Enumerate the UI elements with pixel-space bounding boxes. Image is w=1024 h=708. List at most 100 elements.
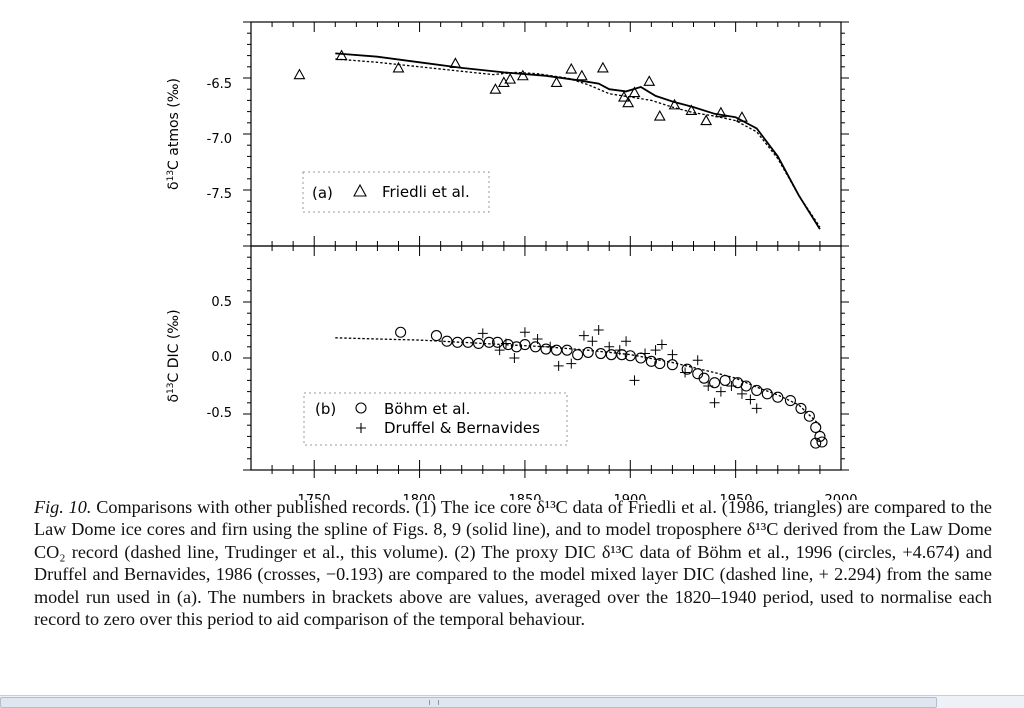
data-point-triangle (516, 69, 529, 81)
legend-bohm-label: Böhm et al. (384, 400, 470, 418)
data-point-circle (395, 326, 407, 338)
data-point-circle (483, 336, 495, 348)
data-point-triangle (293, 68, 306, 80)
panel-a-ticks (243, 21, 849, 247)
data-point-cross (703, 381, 714, 391)
ytick-label: -0.5 (207, 406, 232, 421)
panel-a-ylabel: δ13C atmos (‰) (166, 78, 182, 190)
data-point-triangle (643, 75, 656, 86)
data-point-cross (715, 386, 726, 397)
caption-figure-label: Fig. 10. (34, 497, 92, 517)
data-point-triangle (575, 69, 588, 81)
data-point-circle (709, 377, 721, 389)
data-point-triangle (596, 61, 609, 73)
ytick-label: -7.0 (207, 132, 232, 147)
data-point-circle (761, 388, 773, 400)
data-point-circle (816, 436, 828, 448)
data-point-circle (473, 337, 485, 349)
data-point-cross (709, 397, 720, 408)
data-point-circle (803, 410, 815, 422)
data-point-triangle (622, 96, 635, 108)
ytick-label: 0.5 (211, 295, 232, 310)
panel-b-plot (335, 325, 828, 449)
data-point-cross (629, 375, 640, 386)
data-point-circle (751, 384, 763, 397)
scrollbar-grip-icon (429, 700, 439, 705)
data-point-circle (441, 335, 453, 347)
data-point-circle (698, 372, 710, 384)
data-point-cross (593, 325, 604, 335)
data-point-cross (578, 330, 589, 341)
data-point-circle (654, 358, 666, 370)
data-point-circle (784, 395, 796, 407)
data-point-triangle (700, 114, 713, 126)
panel-b-legend (303, 392, 568, 446)
xtick-label: 1800 (402, 493, 435, 500)
horizontal-scrollbar[interactable] (0, 695, 1024, 708)
data-point-circle (491, 336, 504, 348)
data-point-cross (656, 339, 667, 350)
data-point-circle (430, 330, 442, 342)
data-point-triangle (550, 76, 563, 88)
data-point-cross (494, 345, 505, 356)
data-point-circle (616, 349, 628, 361)
data-point-cross (587, 336, 598, 347)
data-point-circle (624, 350, 636, 362)
data-point-circle (595, 347, 607, 360)
data-point-cross (650, 345, 661, 356)
data-point-cross (640, 348, 651, 359)
data-point-cross (509, 353, 520, 363)
data-point-circle (666, 359, 678, 371)
panel-b-tag: (b) (315, 400, 336, 418)
data-point-circle (772, 391, 784, 403)
data-point-triangle (504, 72, 517, 84)
data-point-cross (621, 336, 632, 347)
xtick-label: 1850 (508, 493, 541, 500)
model-dashed-line (335, 337, 821, 426)
data-point-cross (519, 327, 530, 338)
scrollbar-thumb[interactable] (0, 697, 937, 708)
ytick-label: 0.0 (211, 350, 232, 365)
figure-caption: Fig. 10. Comparisons with other publishe… (34, 496, 992, 630)
data-point-cross (751, 403, 762, 414)
data-point-circle (561, 344, 573, 356)
data-point-circle (681, 363, 693, 375)
data-point-circle (635, 352, 647, 364)
data-point-triangle (685, 104, 698, 116)
data-point-triangle (392, 61, 405, 73)
legend-druffel-label: Druffel & Bernavides (384, 419, 540, 437)
data-point-cross (532, 333, 543, 344)
data-point-triangle (335, 49, 348, 61)
xtick-label: 1900 (613, 493, 646, 500)
data-point-triangle (489, 83, 502, 94)
data-point-triangle (565, 62, 578, 74)
ytick-label: -6.5 (207, 77, 232, 92)
data-point-circle (645, 355, 657, 367)
data-point-circle (810, 421, 822, 433)
panel-a-tag: (a) (312, 184, 333, 202)
legend-friedli-label: Friedli et al. (382, 183, 470, 201)
data-point-circle (510, 341, 523, 353)
xtick-label: 1750 (297, 493, 330, 500)
x-axis-ticks (271, 236, 821, 256)
data-point-circle (540, 343, 552, 355)
data-point-cross (692, 355, 703, 366)
caption-text: Comparisons with other published records… (34, 497, 992, 630)
data-point-circle (572, 349, 584, 361)
data-point-circle (605, 349, 617, 361)
data-point-cross (667, 349, 678, 360)
figure-10: -6.5 -7.0 -7.5 0.5 0.0 -0.5 δ13C atmos (… (166, 21, 858, 500)
data-point-circle (740, 380, 752, 392)
circle-marker-icon (355, 402, 367, 414)
data-point-cross (680, 367, 691, 378)
xtick-label: 1950 (719, 493, 752, 500)
data-point-triangle (653, 109, 666, 121)
xtick-label: 2000 (824, 493, 857, 500)
data-point-circle (519, 339, 531, 351)
data-point-cross (604, 341, 615, 352)
data-point-cross (745, 394, 756, 405)
data-point-cross (726, 381, 737, 391)
panel-a-plot (293, 49, 821, 230)
spline-solid-line (335, 52, 821, 230)
data-point-cross (500, 338, 511, 349)
